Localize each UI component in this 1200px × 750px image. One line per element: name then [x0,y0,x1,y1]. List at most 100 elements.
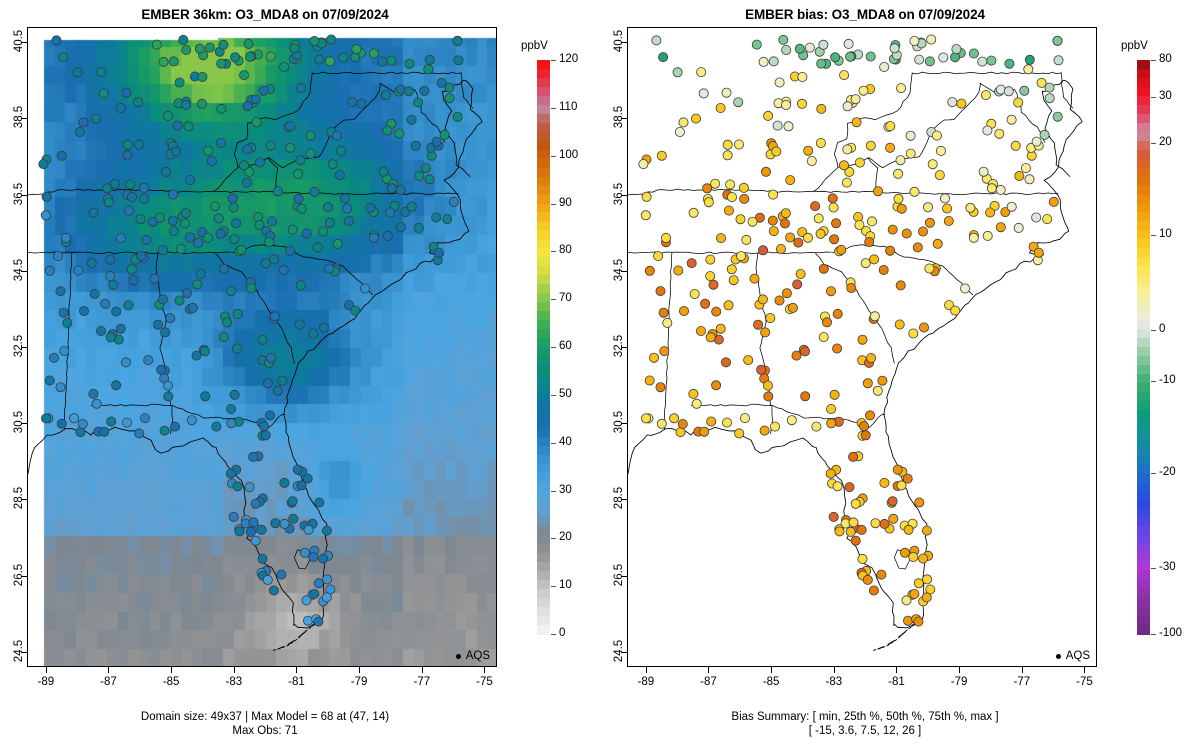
x-axis-tick-label: -85 [762,676,780,688]
x-axis-tick [484,667,486,673]
model-colorbar-tick [551,394,556,396]
model-aqs-legend-label: AQS [465,650,490,662]
aqs-dot-icon [455,653,461,659]
y-axis-tick-label: 34.5 [613,258,625,281]
bias-colorbar-tick [1151,567,1156,569]
bias-caption: Bias Summary: [ min, 25th %, 50th %, 75t… [600,710,1130,738]
y-axis-tick-label: 30.5 [613,411,625,434]
y-axis-tick [621,651,627,653]
aqs-dot-icon [1055,653,1061,659]
y-axis-tick [21,118,27,120]
model-colorbar-tick [551,442,556,444]
model-map-frame[interactable]: AQS [27,27,497,667]
y-axis-tick [621,42,627,44]
y-axis-tick [21,651,27,653]
model-colorbar-tick-label: 80 [559,244,572,257]
y-axis-tick [621,118,627,120]
bias-colorbar-tick [1151,97,1156,99]
x-axis-tick [1084,667,1086,673]
bias-aqs-legend-label: AQS [1065,650,1090,662]
bias-aqs-legend: AQS [1055,650,1090,662]
panel-bias: EMBER bias: O3_MDA8 on 07/09/2024 AQS -8… [600,0,1200,750]
y-axis-tick-label: 36.5 [13,182,25,205]
y-axis-tick [21,499,27,501]
x-axis-tick [171,667,173,673]
bias-caption-line1: Bias Summary: [ min, 25th %, 50th %, 75t… [731,711,999,723]
x-axis-tick-label: -79 [950,676,968,688]
model-colorbar-tick-label: 60 [559,340,572,352]
model-caption-line1: Domain size: 49x37 | Max Model = 68 at (… [140,711,390,723]
bias-colorbar-units: ppbV [1121,40,1148,52]
y-axis-tick [21,194,27,196]
model-colorbar-tick [551,634,556,635]
y-axis-tick [621,194,627,196]
y-axis-tick-label: 38.5 [13,106,25,129]
x-axis-tick [296,667,298,673]
x-axis-tick-label: -77 [1013,676,1031,688]
model-aqs-legend: AQS [455,650,490,662]
bias-colorbar-tick-label: -30 [1159,560,1176,573]
bias-colorbar-tick-label: 20 [1159,136,1172,149]
bias-colorbar-tick [1151,143,1156,145]
model-colorbar-tick [551,60,556,61]
bias-colorbar-tick [1151,473,1156,475]
y-axis-tick-label: 32.5 [13,334,25,358]
bias-colorbar-tick-label: -20 [1159,466,1176,479]
y-axis-tick-label: 40.5 [13,30,25,53]
model-colorbar-tick-label: 20 [559,531,572,544]
y-axis-tick-label: 34.5 [13,258,25,281]
y-axis-tick-label: 28.5 [613,487,625,510]
x-axis-tick [421,667,423,673]
bias-panel-title: EMBER bias: O3_MDA8 on 07/09/2024 [745,7,985,22]
y-axis-tick-label: 36.5 [613,182,625,205]
bias-colorbar-tick [1151,381,1156,383]
model-colorbar-tick [551,490,556,492]
model-map-overlay [28,34,483,652]
y-axis-tick-label: 30.5 [13,411,25,434]
x-axis-tick [108,667,110,673]
x-axis-tick [833,667,835,673]
model-colorbar-strip [537,60,550,635]
y-axis-tick [621,575,627,577]
model-colorbar-tick [551,586,556,588]
x-axis-tick-label: -83 [225,676,243,688]
model-colorbar-tick [551,538,556,540]
bias-colorbar-tick-label: -10 [1159,374,1176,387]
x-axis-tick-label: -75 [476,676,493,688]
y-axis-tick [621,347,627,348]
y-axis-tick-label: 26.5 [613,563,625,586]
x-axis-tick-label: -81 [288,676,305,688]
model-colorbar-tick-label: 120 [559,53,579,65]
model-colorbar-tick [551,347,556,348]
x-axis-tick [771,667,773,673]
y-axis-tick-label: 40.5 [613,30,625,53]
bias-map-frame[interactable]: AQS [627,27,1097,667]
panel-model: EMBER 36km: O3_MDA8 on 07/09/2024 AQS -8… [13,7,579,737]
model-colorbar-tick [551,203,556,205]
bias-colorbar-tick [1151,329,1156,331]
y-axis-tick [21,575,27,577]
model-panel-title: EMBER 36km: O3_MDA8 on 07/09/2024 [141,7,389,22]
y-axis-tick [621,499,627,501]
x-axis-tick-label: -83 [825,676,843,688]
x-axis-tick-label: -87 [700,676,717,688]
x-axis-tick-label: -87 [100,676,117,688]
y-axis-tick-label: 26.5 [13,563,25,586]
model-colorbar-tick-label: 110 [559,100,578,113]
x-axis-tick [708,667,710,673]
y-axis-tick [21,423,27,425]
model-colorbar-tick-label: 50 [559,387,572,400]
bias-colorbar-tick-label: 10 [1159,228,1172,241]
y-axis-tick-label: 24.5 [613,639,625,662]
model-colorbar-tick [551,251,556,253]
y-axis-tick [21,270,27,272]
x-axis-tick-label: -85 [162,676,180,688]
y-axis-tick-label: 24.5 [13,639,25,662]
bias-colorbar-tick-label: 80 [1159,53,1172,65]
bias-colorbar-tick [1151,235,1156,237]
x-axis-tick-label: -75 [1076,676,1093,688]
model-colorbar-tick [551,299,556,301]
bias-colorbar-strip [1137,60,1150,635]
model-caption-line2: Max Obs: 71 [232,725,298,737]
bias-colorbar-tick [1151,60,1156,61]
